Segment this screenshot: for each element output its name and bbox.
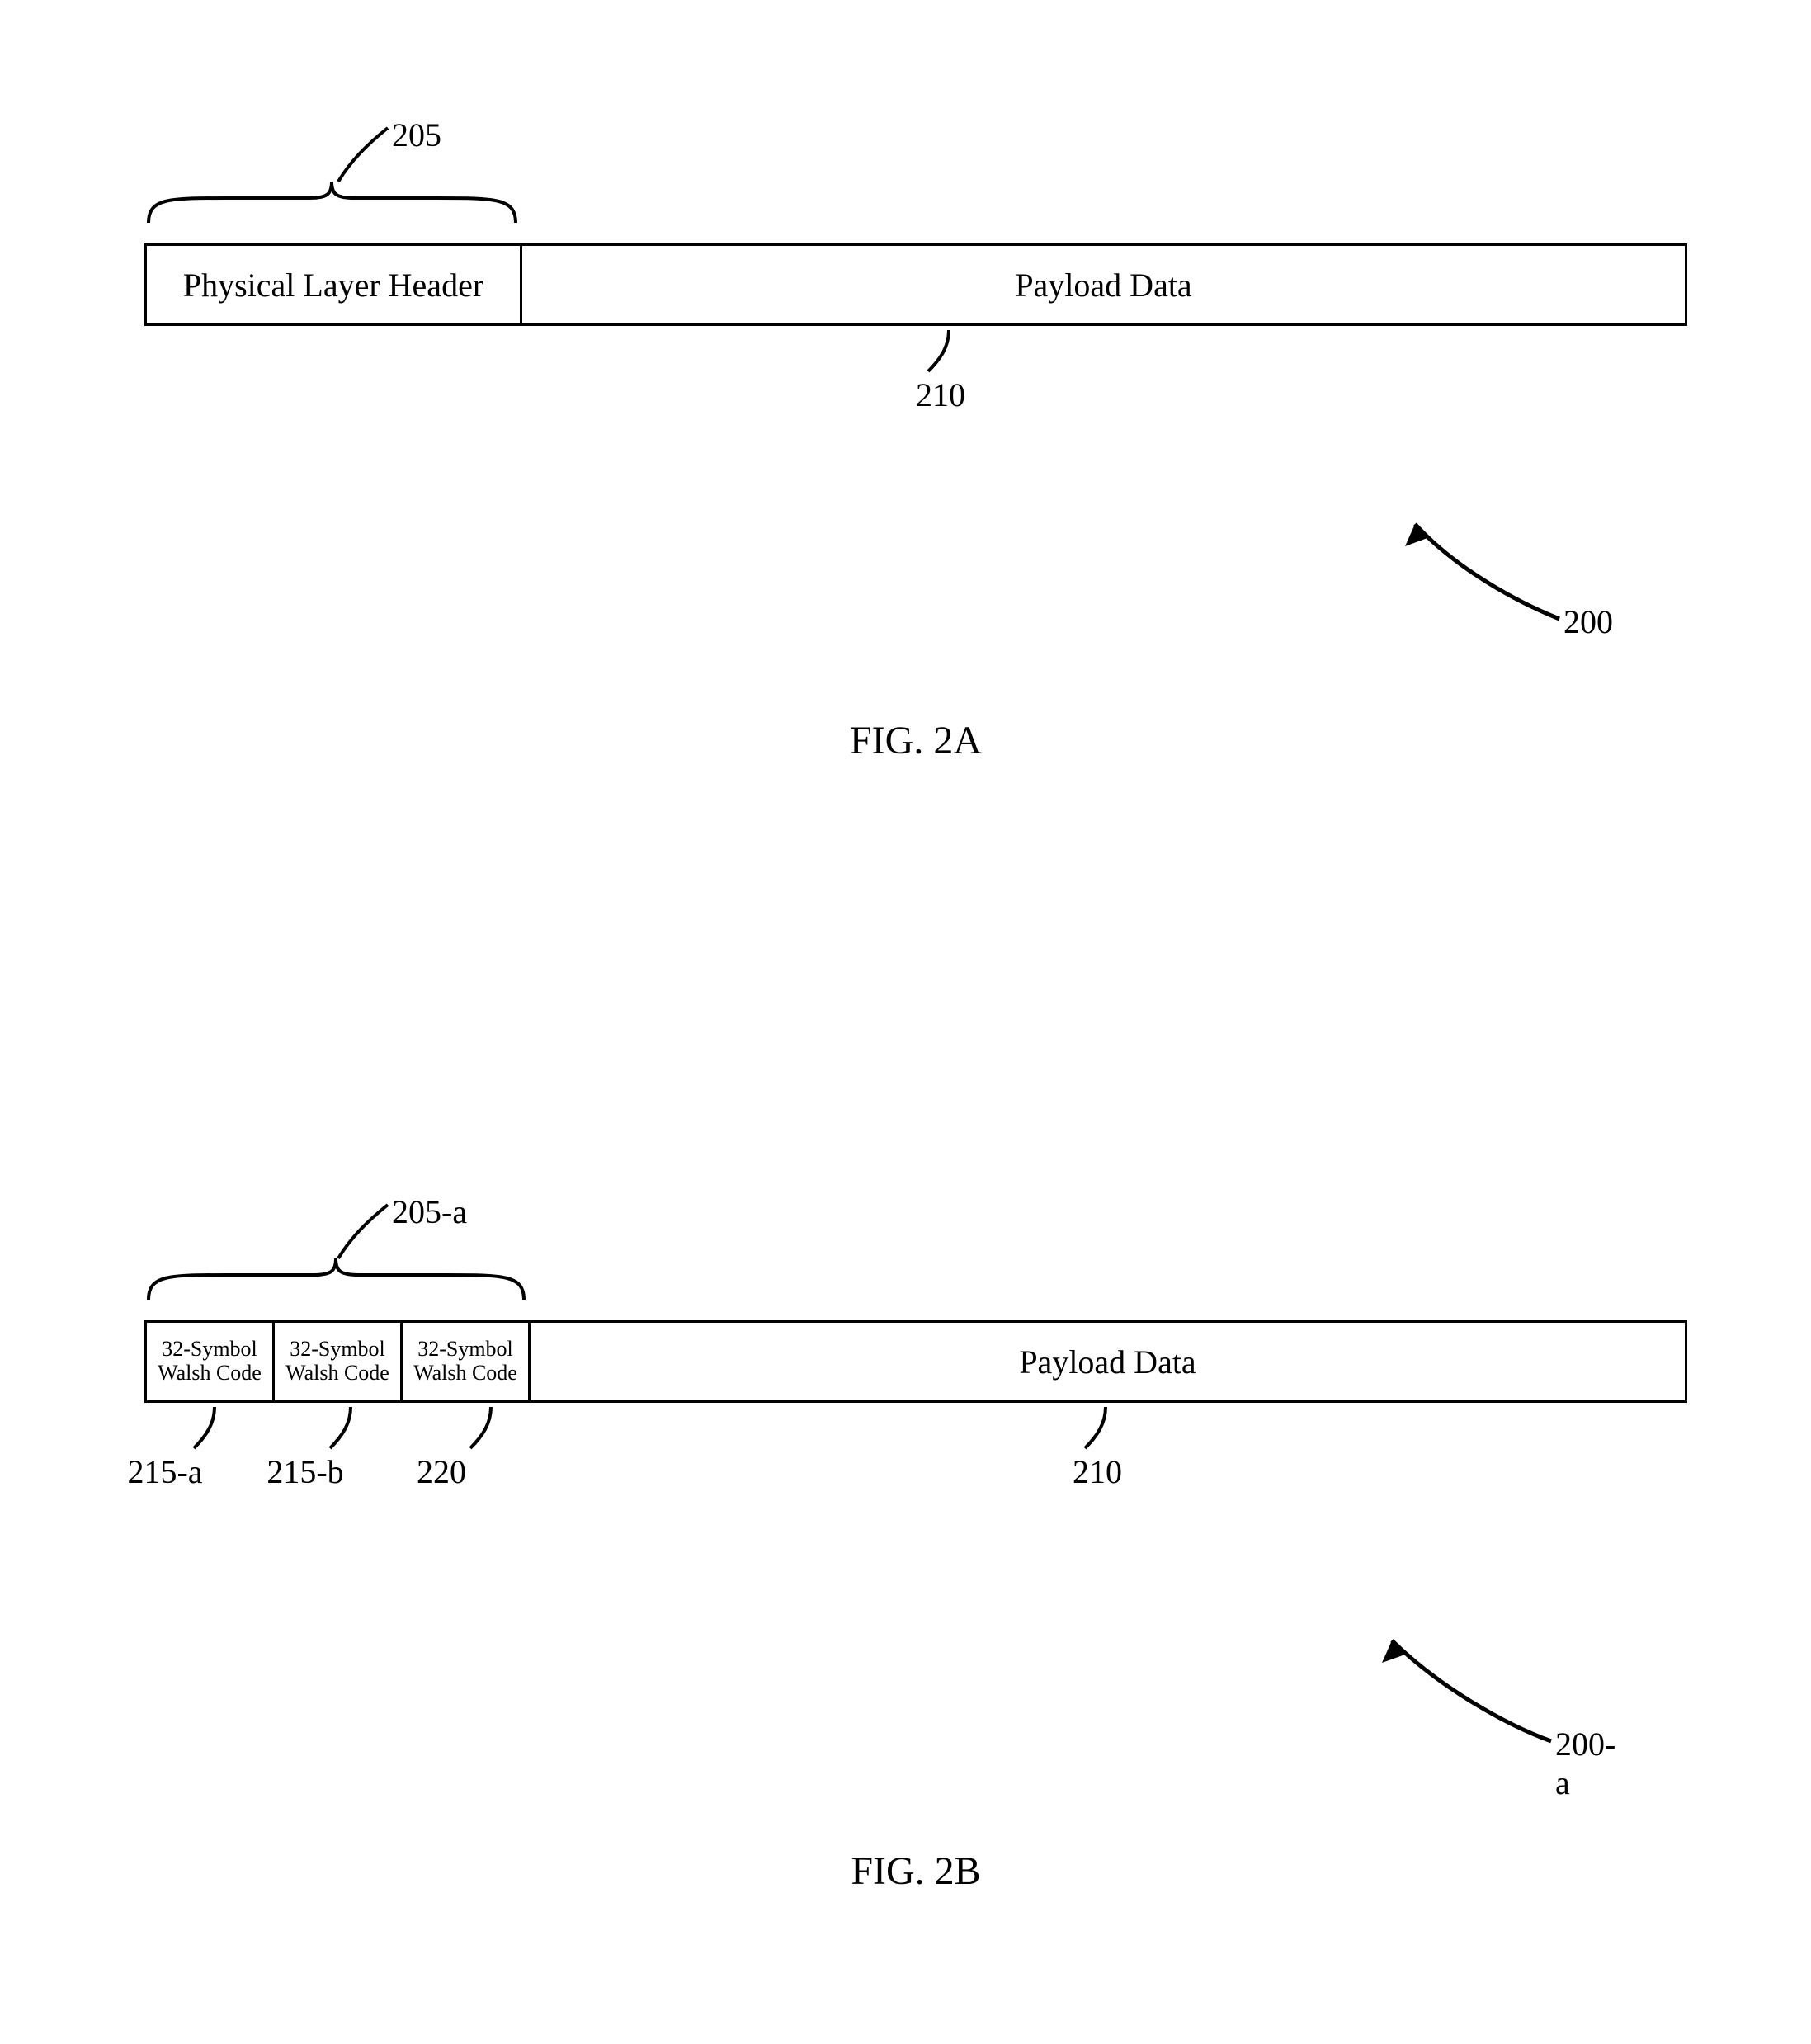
ref-220: 220 — [384, 1407, 499, 1491]
ref-215a: 215-a — [99, 1407, 231, 1491]
brace-205 — [144, 177, 520, 227]
walsh-cell-1: 32-Symbol Walsh Code — [275, 1323, 403, 1400]
walsh-text-2: 32-Symbol Walsh Code — [404, 1338, 526, 1385]
ref-210-2b: 210 — [1073, 1407, 1122, 1491]
ref-200a-label: 200-a — [1555, 1725, 1615, 1802]
payload-text-2a: Payload Data — [1015, 266, 1191, 304]
walsh-cell-0: 32-Symbol Walsh Code — [147, 1323, 275, 1400]
payload-cell-2b: Payload Data — [531, 1323, 1685, 1400]
caption-2a: FIG. 2A — [144, 718, 1687, 763]
ref-210-2a: 210 — [916, 330, 965, 414]
ref-215b-label: 215-b — [266, 1453, 343, 1490]
packet-row-2a: Physical Layer Header Payload Data — [144, 243, 1687, 326]
ref-215a-label: 215-a — [127, 1453, 202, 1490]
physical-layer-header-text: Physical Layer Header — [183, 266, 483, 304]
physical-layer-header-cell: Physical Layer Header — [147, 246, 522, 323]
ref-220-label: 220 — [417, 1453, 466, 1490]
payload-cell-2a: Payload Data — [522, 246, 1685, 323]
packet-row-2b: 32-Symbol Walsh Code 32-Symbol Walsh Cod… — [144, 1320, 1687, 1403]
ref-200a: 200-a — [1374, 1626, 1563, 1749]
walsh-text-1: 32-Symbol Walsh Code — [276, 1338, 399, 1385]
caption-2b: FIG. 2B — [144, 1848, 1687, 1894]
ref-200-label: 200 — [1563, 602, 1613, 641]
ref-205: 205 — [392, 116, 441, 154]
ref-210-2b-label: 210 — [1073, 1453, 1122, 1490]
walsh-cell-2: 32-Symbol Walsh Code — [403, 1323, 531, 1400]
ref-200: 200 — [1398, 512, 1572, 627]
ref-215b: 215-b — [239, 1407, 371, 1491]
ref-210-2a-label: 210 — [916, 376, 965, 413]
ref-205a: 205-a — [392, 1192, 467, 1231]
payload-text-2b: Payload Data — [1019, 1343, 1196, 1381]
walsh-text-0: 32-Symbol Walsh Code — [149, 1338, 271, 1385]
